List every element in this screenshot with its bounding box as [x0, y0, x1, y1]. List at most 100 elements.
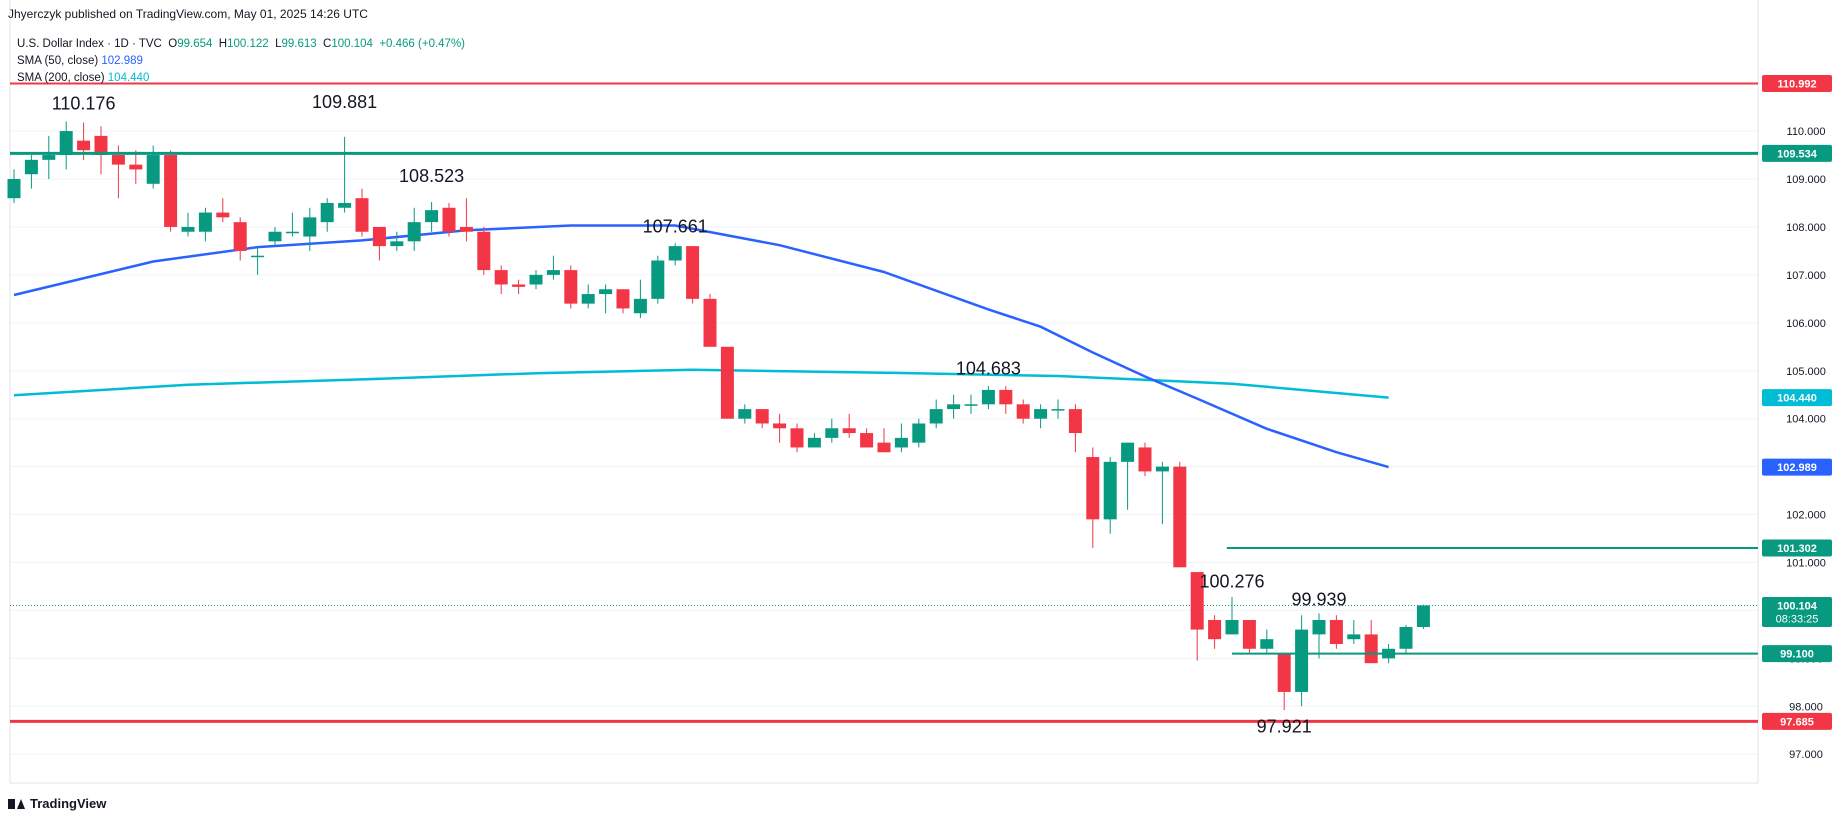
candle	[668, 243, 682, 266]
candle-body	[564, 270, 578, 304]
candle	[1138, 442, 1152, 477]
candle	[512, 279, 526, 295]
candle-body	[842, 428, 856, 434]
candle-body	[599, 289, 613, 295]
candle-body	[1277, 653, 1291, 692]
tradingview-logo[interactable]: TradingView	[8, 796, 106, 811]
price-axis[interactable]: 97.00098.00099.000100.000101.000102.0001…	[1762, 75, 1832, 761]
axis-tick-label: 110.000	[1787, 126, 1826, 138]
candle	[807, 433, 821, 448]
candle-body	[773, 423, 787, 429]
level-price-label-text: 101.302	[1777, 543, 1817, 555]
candle-body	[1416, 605, 1430, 628]
candle	[546, 255, 560, 280]
candle	[633, 279, 647, 319]
axis-tick-label: 98.000	[1789, 701, 1823, 713]
candle-body	[1086, 457, 1100, 520]
level-price-label-text: 109.534	[1777, 148, 1818, 160]
candle	[894, 423, 908, 453]
candle	[999, 386, 1013, 414]
candle	[1121, 442, 1135, 510]
level-price-label-text: 97.685	[1780, 716, 1814, 728]
horizontal-levels[interactable]	[10, 82, 1758, 723]
candle-body	[477, 231, 491, 271]
axis-price-tag-bg	[1762, 458, 1832, 476]
candle-body	[686, 246, 700, 299]
candle-body	[1399, 627, 1413, 649]
candle	[825, 418, 839, 443]
candle	[686, 246, 700, 304]
candle-body	[1364, 634, 1378, 664]
candle-body	[1225, 620, 1239, 635]
candle-body	[1173, 466, 1187, 568]
candle-body	[1329, 620, 1343, 644]
candle	[860, 428, 874, 448]
level-price-label-text: 110.992	[1777, 79, 1816, 91]
candle-body	[42, 155, 56, 160]
candle-body	[268, 231, 282, 242]
symbol-name[interactable]: U.S. Dollar Index · 1D · TVC	[17, 38, 162, 50]
tradingview-logo-icon	[8, 798, 25, 809]
candle-body	[129, 164, 143, 170]
candle-body	[146, 155, 160, 184]
candle-body	[181, 226, 195, 232]
sma50-legend-row[interactable]: SMA (50, close) 102.989	[17, 53, 465, 70]
ohlc-row[interactable]: U.S. Dollar Index · 1D · TVC O99.654 H10…	[17, 38, 465, 50]
candle	[1068, 404, 1082, 453]
sma200-legend-row[interactable]: SMA (200, close) 104.440	[17, 70, 465, 87]
publisher-line: Jhyerczyk published on TradingView.com, …	[8, 7, 368, 21]
candles	[7, 121, 1430, 711]
candle-body	[1103, 461, 1117, 520]
candle-body	[1121, 442, 1135, 462]
low-value: 99.613	[281, 38, 317, 50]
sma50-line	[13, 224, 1389, 469]
axis-tick-label: 105.000	[1786, 366, 1826, 378]
candle	[1034, 404, 1048, 429]
candle-body	[111, 155, 125, 165]
candle-body	[999, 389, 1013, 405]
axis-tick-label: 106.000	[1786, 318, 1826, 330]
candle-body	[1155, 466, 1169, 472]
candle	[1086, 447, 1100, 549]
candle	[1173, 461, 1187, 568]
candle	[338, 136, 352, 213]
candle	[425, 202, 439, 232]
close-value: 100.104	[331, 38, 373, 50]
candle	[912, 418, 926, 448]
candle	[738, 404, 752, 424]
axis-price-tag-bg	[1762, 596, 1832, 627]
candle-body	[459, 226, 473, 232]
candle-body	[912, 423, 926, 443]
candle	[7, 169, 21, 203]
candle	[442, 202, 456, 237]
axis-price-tag-text: 104.440	[1777, 393, 1817, 405]
candle-body	[703, 298, 717, 347]
axis-price-tag-text: 102.989	[1777, 462, 1817, 474]
candle	[320, 198, 334, 232]
candle	[1016, 399, 1030, 424]
candle-body	[512, 284, 526, 287]
candle-body	[216, 212, 230, 218]
candle	[42, 135, 56, 180]
candle	[372, 226, 386, 261]
axis-price-tag-countdown: 08:33:25	[1776, 613, 1819, 625]
candle	[477, 226, 491, 275]
axis-tick-label: 109.000	[1786, 174, 1826, 186]
level-price-label: 110.992	[1762, 75, 1832, 93]
candle-body	[442, 207, 456, 232]
candle	[947, 394, 961, 419]
moving-averages	[13, 224, 1389, 469]
candle	[494, 265, 508, 295]
candle-body	[164, 155, 178, 227]
candle-body	[651, 260, 665, 299]
grid	[9, 0, 1759, 784]
candle	[216, 198, 230, 223]
candle-body	[233, 222, 247, 251]
candle	[929, 399, 943, 429]
candle-body	[1295, 629, 1309, 692]
candle-body	[355, 198, 369, 232]
sma200-line	[13, 368, 1389, 399]
candle-body	[877, 442, 891, 453]
